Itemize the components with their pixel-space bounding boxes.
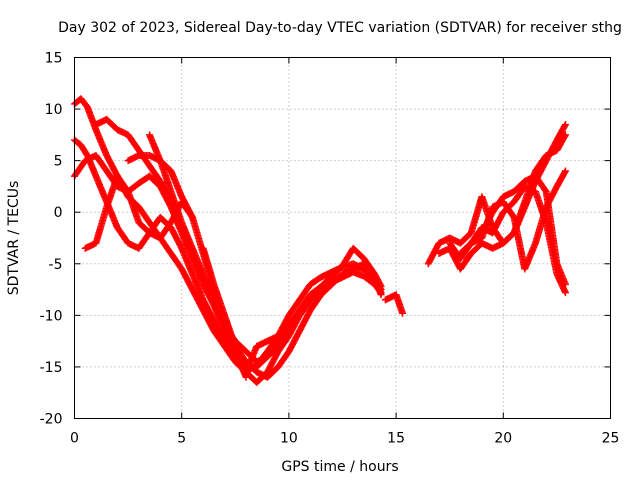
points-layer — [71, 95, 569, 386]
data-point — [561, 167, 569, 175]
data-point — [561, 132, 569, 140]
plot-frame — [74, 57, 611, 419]
chart-title: Day 302 of 2023, Sidereal Day-to-day VTE… — [58, 20, 622, 36]
data-point — [377, 289, 385, 297]
ticks-layer: 0 5 10 15 20 25 -20 -15 -10 -5 0 5 10 15 — [40, 51, 620, 447]
data-point — [188, 213, 196, 221]
x-tick-label: 25 — [602, 431, 620, 447]
x-tick-label: 5 — [177, 431, 186, 447]
y-tick-label: 0 — [54, 205, 63, 221]
y-tick-label: 15 — [45, 51, 63, 67]
data-point — [274, 332, 282, 340]
x-tick-label: 15 — [387, 431, 405, 447]
data-point — [188, 212, 196, 220]
data-point — [561, 131, 569, 139]
data-point — [561, 168, 569, 176]
series-s8 — [199, 244, 282, 376]
data-point — [561, 280, 569, 288]
series-s14 — [478, 172, 569, 288]
data-point — [561, 122, 569, 130]
y-axis-label: SDTVAR / TECUs — [6, 181, 22, 296]
y-tick-label: 10 — [45, 102, 63, 118]
series-s7 — [124, 151, 196, 221]
x-tick-label: 0 — [70, 431, 79, 447]
data-point — [399, 309, 407, 317]
x-axis-label: GPS time / hours — [281, 459, 398, 475]
y-tick-label: -5 — [49, 257, 63, 273]
data-point — [561, 121, 569, 129]
y-tick-label: -20 — [40, 412, 63, 428]
x-tick-label: 20 — [494, 431, 512, 447]
data-point — [561, 289, 569, 297]
y-tick-label: -10 — [40, 308, 63, 324]
series-s9 — [381, 291, 407, 317]
x-tick-label: 10 — [280, 431, 298, 447]
series-s13 — [456, 182, 569, 297]
y-tick-label: 5 — [54, 154, 63, 170]
y-tick-label: -15 — [40, 360, 63, 376]
